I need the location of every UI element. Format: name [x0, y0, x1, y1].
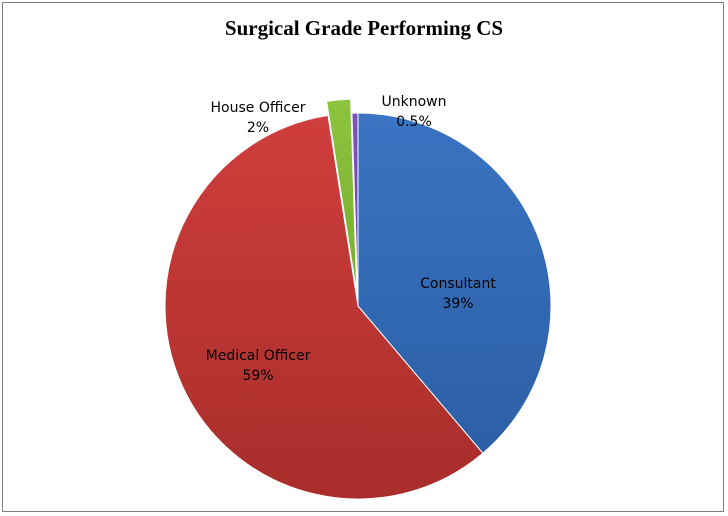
pie-slice-unknown: [351, 112, 359, 307]
pie-slices: [164, 98, 552, 500]
slice-percent-house-officer: 2%: [247, 120, 269, 136]
slice-label-consultant: Consultant: [420, 276, 496, 292]
pie-slice-medical-officer: [164, 114, 484, 500]
slice-percent-unknown: 0.5%: [396, 114, 432, 130]
slice-label-house-officer: House Officer: [211, 100, 306, 116]
slice-percent-medical-officer: 59%: [242, 368, 273, 384]
pie-slice-house-officer: [326, 98, 358, 293]
pie-slice-consultant: [357, 112, 552, 454]
slice-label-unknown: Unknown: [382, 94, 447, 110]
slice-percent-consultant: 39%: [442, 296, 473, 312]
slice-label-medical-officer: Medical Officer: [206, 348, 311, 364]
chart-title: Surgical Grade Performing CS: [225, 16, 503, 40]
pie-labels: Consultant 39% Medical Officer 59% House Off…: [206, 94, 497, 384]
